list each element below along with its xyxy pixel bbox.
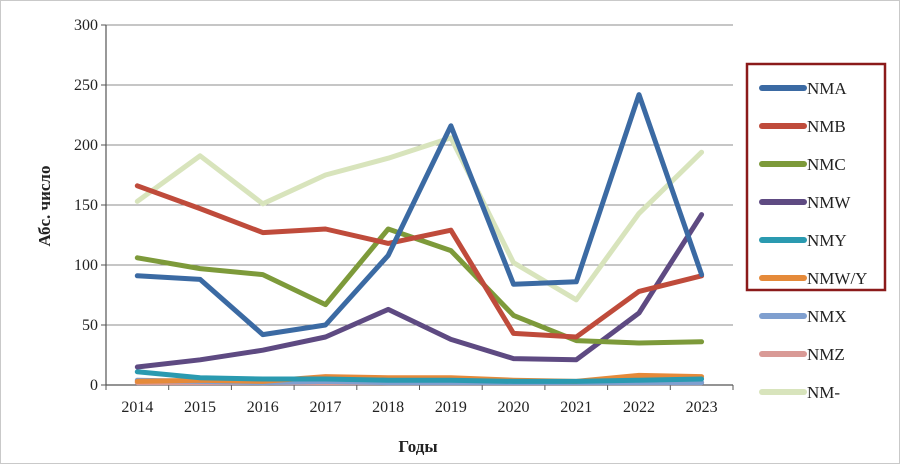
x-tick-label: 2018	[372, 399, 404, 416]
x-tick-label: 2016	[247, 399, 279, 416]
series-line-nmb	[134, 183, 705, 340]
y-tick-label: 0	[90, 377, 98, 394]
series-line-nmc	[134, 226, 705, 346]
series-line-nma	[134, 92, 705, 338]
y-tick-label: 300	[74, 17, 98, 34]
y-tick-label: 250	[74, 77, 98, 94]
legend-label-nmw: NMW	[807, 193, 851, 212]
x-tick-label: 2023	[686, 399, 718, 416]
legend-label-nma: NMA	[807, 79, 847, 98]
series-line-nmy	[134, 369, 705, 384]
y-tick-label: 100	[74, 257, 98, 274]
legend-label-nmc: NMC	[807, 155, 846, 174]
series-line-nmw	[134, 212, 705, 370]
legend-label-nmy: NMY	[807, 231, 847, 250]
legend-label-nmb: NMB	[807, 117, 846, 136]
x-tick-label: 2019	[435, 399, 467, 416]
legend-label-nm-: NM-	[807, 383, 840, 402]
y-tick-label: 200	[74, 137, 98, 154]
y-axis-ticks: 0 50 100 150 200 250 300	[74, 17, 106, 394]
legend-label-nmz: NMZ	[807, 345, 845, 364]
legend-label-nmx: NMX	[807, 307, 847, 326]
x-tick-label: 2022	[623, 399, 655, 416]
legend-highlight-box	[745, 62, 887, 292]
y-axis-title: Абс. число	[35, 166, 54, 247]
series-line-nm-	[134, 135, 705, 303]
x-axis-ticks: 2014 2015 2016 2017 2018 2019 2020 2021 2022 2023	[105, 385, 734, 416]
x-tick-label: 2014	[121, 399, 153, 416]
gridlines	[106, 24, 733, 326]
x-tick-label: 2020	[498, 399, 530, 416]
x-tick-label: 2015	[184, 399, 216, 416]
legend-label-nmw-y: NMW/Y	[807, 269, 867, 288]
series-lines	[134, 92, 705, 386]
x-axis-title: Годы	[398, 437, 437, 456]
x-tick-label: 2017	[309, 399, 341, 416]
legend: NMA NMB NMC NMW NMY NMW/Y NMX NMZ NM-	[759, 79, 867, 402]
y-tick-label: 150	[74, 197, 98, 214]
x-tick-label: 2021	[560, 399, 592, 416]
y-tick-label: 50	[82, 317, 98, 334]
